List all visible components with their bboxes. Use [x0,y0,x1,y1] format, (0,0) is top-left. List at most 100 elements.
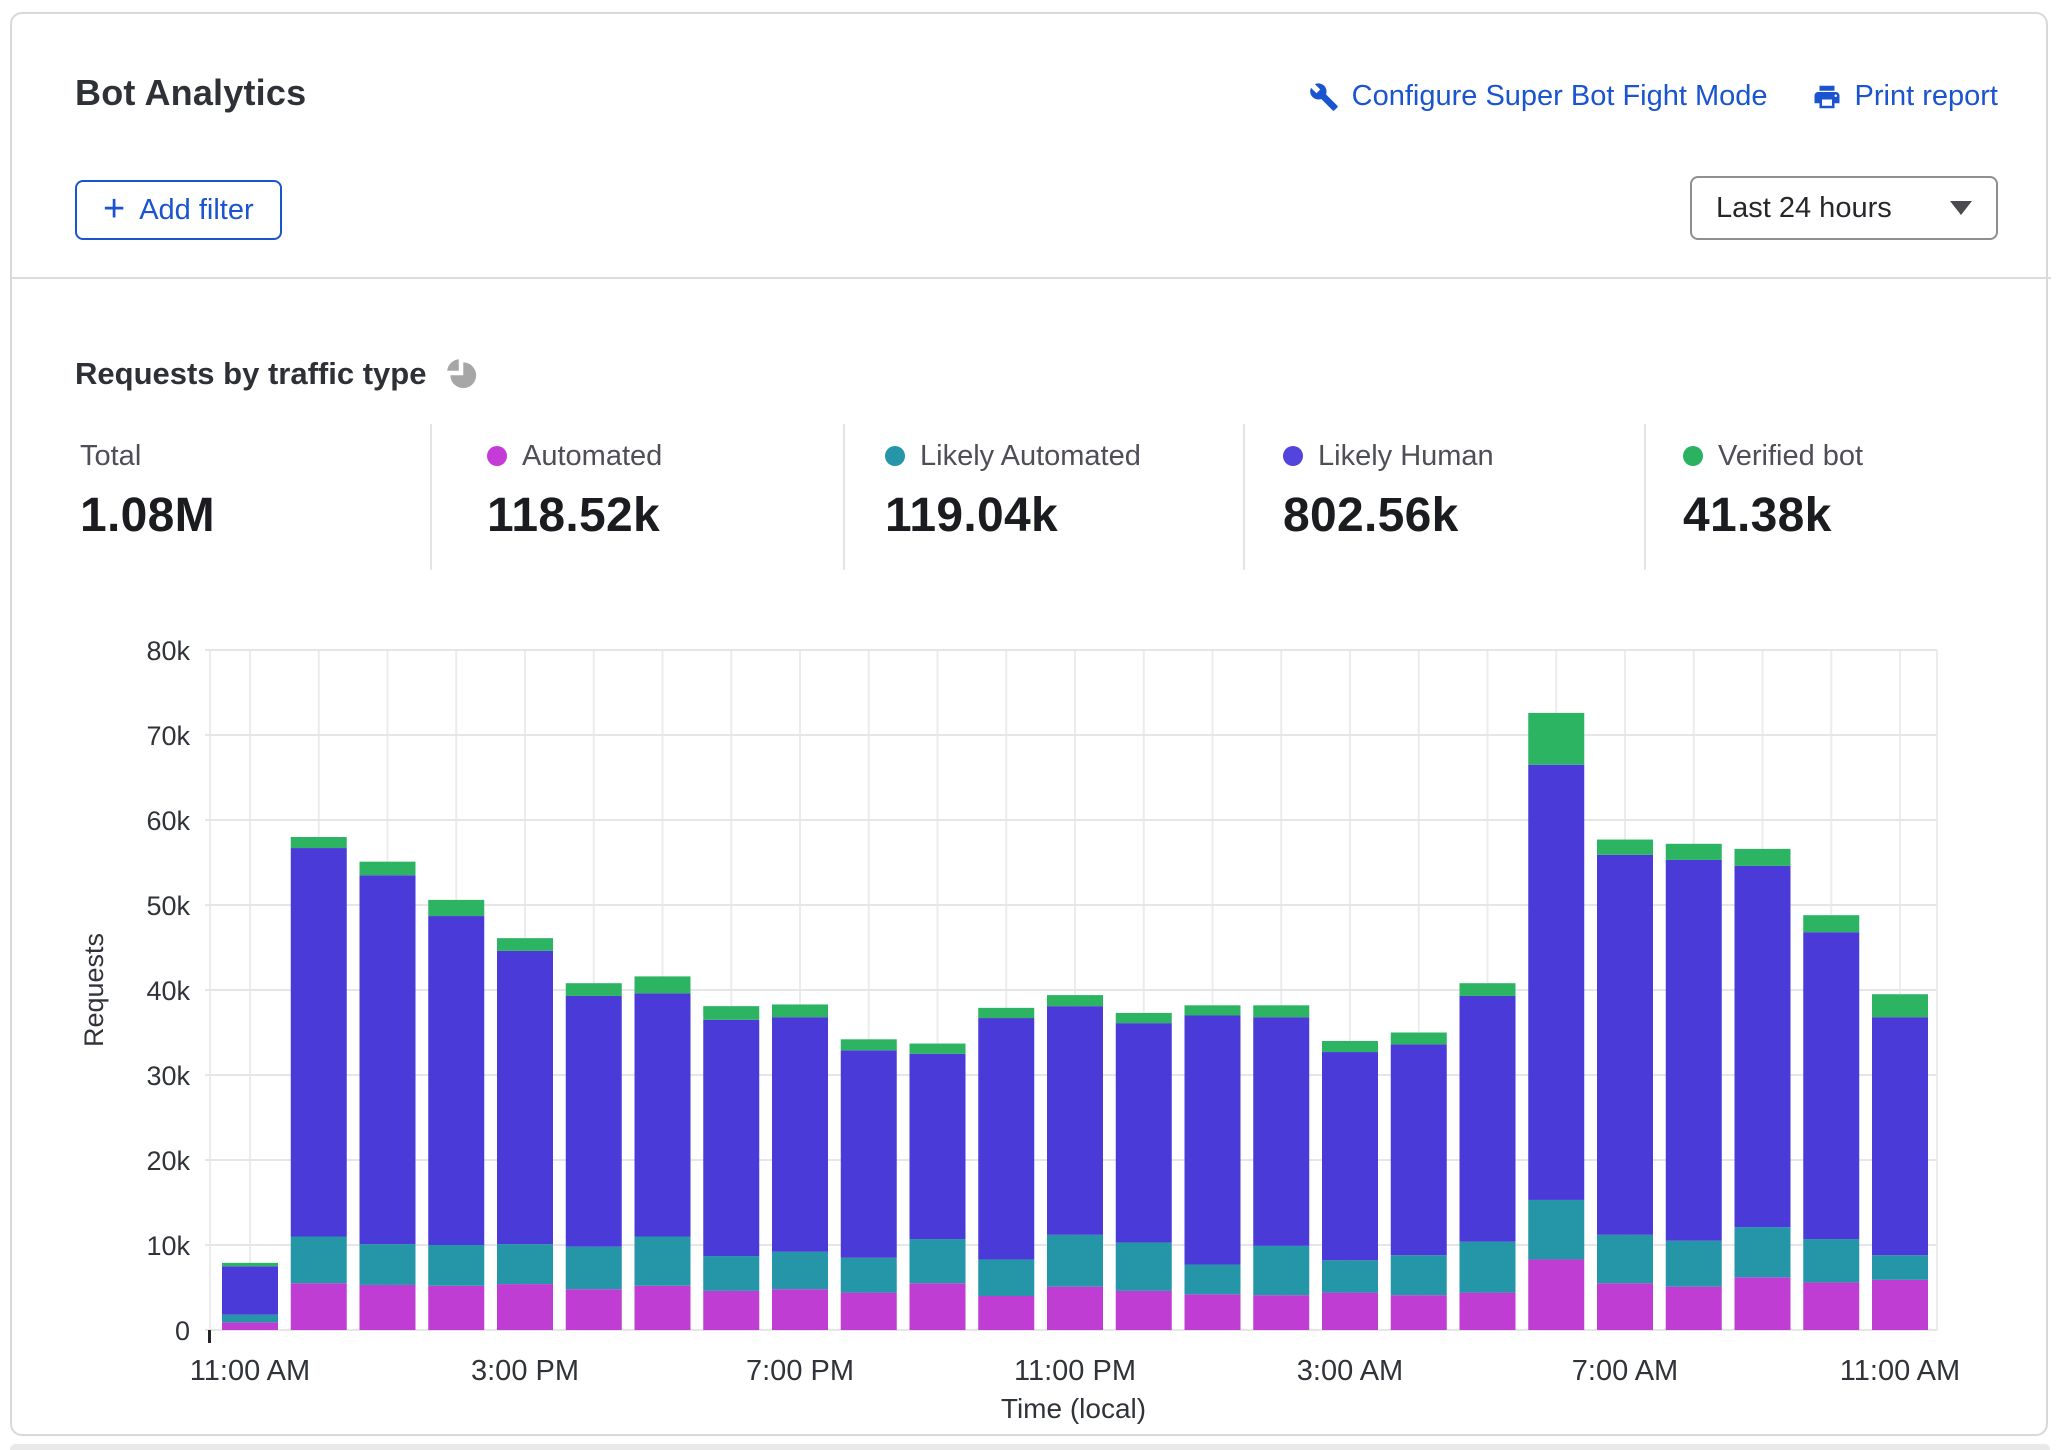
bar-segment-automated[interactable] [840,1292,897,1330]
bar-segment-automated[interactable] [634,1285,691,1330]
bar-segment-likely-human[interactable] [1115,1023,1172,1243]
bar-segment-likely-human[interactable] [1184,1015,1241,1265]
bar-segment-automated[interactable] [1528,1259,1585,1330]
bar-segment-automated[interactable] [497,1284,553,1330]
bar-segment-likely-automated[interactable] [359,1244,416,1285]
bar-segment-likely-automated[interactable] [428,1245,485,1286]
bar-segment-verified-bot[interactable] [1253,1005,1310,1018]
bar-segment-likely-automated[interactable] [222,1314,278,1323]
bar-segment-verified-bot[interactable] [634,976,691,994]
bar-segment-verified-bot[interactable] [565,983,622,996]
time-range-dropdown[interactable]: Last 24 hours [1690,176,1998,240]
bar-segment-automated[interactable] [1734,1277,1791,1330]
bar-segment-likely-automated[interactable] [634,1236,691,1286]
bar-segment-verified-bot[interactable] [1184,1005,1241,1016]
bar-segment-automated[interactable] [359,1284,416,1330]
bar-segment-likely-human[interactable] [1803,932,1860,1240]
bar-segment-automated[interactable] [290,1283,347,1330]
bar-segment-likely-automated[interactable] [1528,1199,1585,1260]
bar-segment-verified-bot[interactable] [1115,1012,1172,1024]
bar-segment-likely-human[interactable] [1528,764,1585,1200]
bar-segment-likely-automated[interactable] [1459,1241,1516,1293]
bar-segment-likely-human[interactable] [1872,1017,1928,1256]
bar-segment-likely-automated[interactable] [1322,1260,1378,1293]
bar-segment-likely-automated[interactable] [497,1244,553,1285]
bar-segment-likely-human[interactable] [978,1018,1035,1260]
bar-segment-automated[interactable] [1047,1286,1103,1330]
bar-segment-automated[interactable] [978,1296,1035,1330]
bar-segment-verified-bot[interactable] [1047,995,1103,1007]
bar-segment-automated[interactable] [1184,1294,1241,1330]
bar-segment-likely-human[interactable] [1665,859,1722,1241]
bar-segment-likely-human[interactable] [840,1050,897,1258]
bar-segment-verified-bot[interactable] [1872,994,1928,1018]
bar-segment-automated[interactable] [1872,1279,1928,1330]
bar-segment-verified-bot[interactable] [222,1262,278,1267]
add-filter-button[interactable]: + Add filter [75,180,282,240]
bar-segment-likely-human[interactable] [1597,854,1653,1235]
bar-segment-automated[interactable] [1459,1292,1516,1330]
bar-segment-verified-bot[interactable] [497,938,553,951]
bar-segment-verified-bot[interactable] [1734,848,1791,866]
bar-segment-likely-automated[interactable] [1184,1264,1241,1295]
bar-segment-automated[interactable] [1597,1283,1653,1330]
bar-segment-verified-bot[interactable] [1459,983,1516,996]
bar-segment-automated[interactable] [1803,1282,1860,1330]
bar-segment-likely-automated[interactable] [1665,1240,1722,1287]
bar-segment-likely-human[interactable] [1322,1052,1378,1261]
bar-segment-likely-automated[interactable] [290,1236,347,1284]
bar-segment-automated[interactable] [1665,1286,1722,1330]
bar-segment-likely-automated[interactable] [1047,1234,1103,1287]
bar-segment-likely-human[interactable] [1390,1044,1447,1256]
bar-segment-verified-bot[interactable] [1665,843,1722,860]
bar-segment-automated[interactable] [1115,1290,1172,1330]
bar-segment-verified-bot[interactable] [428,899,485,917]
bar-segment-automated[interactable] [703,1290,760,1330]
bar-segment-verified-bot[interactable] [290,837,347,849]
bar-segment-likely-human[interactable] [428,916,485,1245]
print-report-link[interactable]: Print report [1812,80,1998,113]
bar-segment-verified-bot[interactable] [909,1043,966,1054]
bar-segment-likely-automated[interactable] [703,1256,760,1291]
bar-segment-likely-human[interactable] [222,1266,278,1315]
bar-segment-automated[interactable] [222,1322,278,1330]
bar-segment-likely-human[interactable] [1253,1017,1310,1246]
bar-segment-likely-automated[interactable] [909,1239,966,1284]
bar-segment-likely-human[interactable] [1734,865,1791,1228]
bar-segment-verified-bot[interactable] [772,1004,828,1018]
bar-segment-likely-automated[interactable] [1872,1255,1928,1280]
bar-segment-likely-automated[interactable] [840,1257,897,1293]
bar-segment-verified-bot[interactable] [1528,712,1585,765]
bar-segment-verified-bot[interactable] [840,1039,897,1051]
bar-segment-likely-automated[interactable] [978,1259,1035,1296]
bar-segment-likely-human[interactable] [634,993,691,1237]
bar-segment-verified-bot[interactable] [978,1007,1035,1019]
bar-segment-likely-human[interactable] [909,1053,966,1240]
bar-segment-likely-automated[interactable] [1390,1255,1447,1296]
bar-segment-likely-human[interactable] [290,848,347,1237]
bar-segment-automated[interactable] [428,1285,485,1330]
configure-super-bot-fight-mode-link[interactable]: Configure Super Bot Fight Mode [1309,80,1768,113]
bar-segment-verified-bot[interactable] [1390,1032,1447,1045]
bar-segment-likely-human[interactable] [772,1017,828,1252]
bar-segment-verified-bot[interactable] [1803,915,1860,933]
bar-segment-likely-human[interactable] [703,1019,760,1257]
bar-segment-likely-automated[interactable] [565,1246,622,1290]
bar-segment-verified-bot[interactable] [703,1006,760,1020]
bar-segment-likely-automated[interactable] [1253,1245,1310,1296]
bar-segment-likely-automated[interactable] [1803,1239,1860,1283]
bar-segment-automated[interactable] [1253,1295,1310,1330]
bar-segment-likely-human[interactable] [359,875,416,1245]
bar-segment-automated[interactable] [1390,1295,1447,1330]
bar-segment-likely-automated[interactable] [1597,1234,1653,1284]
bar-segment-likely-human[interactable] [497,950,553,1245]
bar-segment-automated[interactable] [909,1283,966,1330]
bar-segment-verified-bot[interactable] [359,861,416,876]
bar-segment-automated[interactable] [772,1289,828,1330]
bar-segment-automated[interactable] [1322,1292,1378,1330]
bar-segment-verified-bot[interactable] [1597,839,1653,855]
bar-segment-verified-bot[interactable] [1322,1041,1378,1053]
bar-segment-automated[interactable] [565,1289,622,1330]
bar-segment-likely-automated[interactable] [772,1251,828,1290]
bar-segment-likely-human[interactable] [1459,995,1516,1242]
